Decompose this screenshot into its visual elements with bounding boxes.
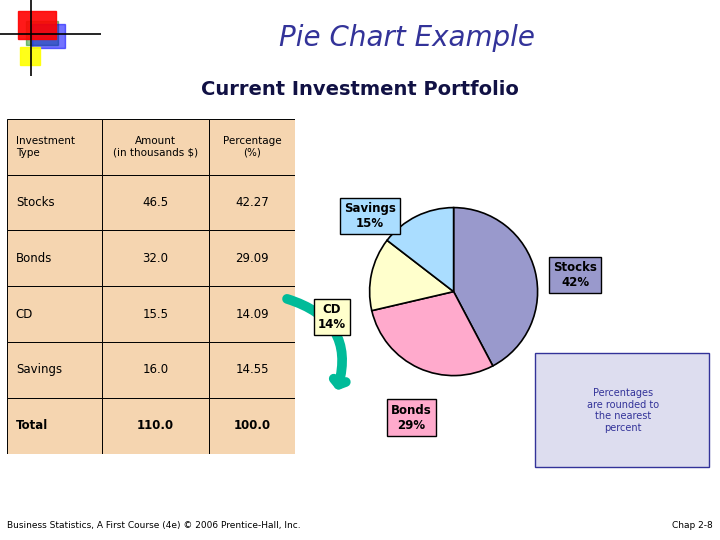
FancyBboxPatch shape	[209, 174, 295, 231]
Text: 42.27: 42.27	[235, 196, 269, 209]
FancyBboxPatch shape	[102, 342, 209, 398]
FancyBboxPatch shape	[102, 286, 209, 342]
Text: Stocks
42%: Stocks 42%	[554, 261, 598, 289]
Text: Current Investment Portfolio: Current Investment Portfolio	[201, 79, 519, 99]
FancyBboxPatch shape	[102, 174, 209, 231]
FancyBboxPatch shape	[102, 398, 209, 454]
Text: Chap 2-8: Chap 2-8	[672, 521, 713, 530]
Text: 16.0: 16.0	[143, 363, 168, 376]
Bar	[18, 11, 56, 39]
FancyBboxPatch shape	[7, 231, 102, 286]
Text: 32.0: 32.0	[143, 252, 168, 265]
FancyBboxPatch shape	[7, 286, 102, 342]
Wedge shape	[369, 240, 454, 310]
FancyBboxPatch shape	[7, 342, 102, 398]
FancyBboxPatch shape	[7, 398, 102, 454]
FancyBboxPatch shape	[209, 119, 295, 174]
Text: CD
14%: CD 14%	[318, 303, 346, 331]
Text: Bonds: Bonds	[16, 252, 53, 265]
FancyBboxPatch shape	[102, 231, 209, 286]
Text: 14.55: 14.55	[235, 363, 269, 376]
Text: Stocks: Stocks	[16, 196, 55, 209]
FancyBboxPatch shape	[534, 353, 709, 468]
Text: Bonds
29%: Bonds 29%	[391, 403, 432, 431]
Text: Total: Total	[16, 419, 48, 432]
Text: 29.09: 29.09	[235, 252, 269, 265]
Text: Investment
Type: Investment Type	[16, 136, 75, 158]
Bar	[32, 24, 65, 49]
Text: 15.5: 15.5	[143, 308, 168, 321]
Text: Business Statistics, A First Course (4e) © 2006 Prentice-Hall, Inc.: Business Statistics, A First Course (4e)…	[7, 521, 301, 530]
FancyArrowPatch shape	[287, 299, 346, 384]
Bar	[26, 21, 58, 45]
Bar	[20, 47, 40, 65]
Text: Amount
(in thousands $): Amount (in thousands $)	[113, 136, 198, 158]
Text: CD: CD	[16, 308, 33, 321]
FancyBboxPatch shape	[7, 174, 102, 231]
Text: 14.09: 14.09	[235, 308, 269, 321]
FancyBboxPatch shape	[209, 398, 295, 454]
FancyBboxPatch shape	[7, 119, 102, 174]
FancyBboxPatch shape	[209, 286, 295, 342]
FancyBboxPatch shape	[102, 119, 209, 174]
Text: Percentages
are rounded to
the nearest
percent: Percentages are rounded to the nearest p…	[587, 388, 659, 433]
FancyBboxPatch shape	[209, 231, 295, 286]
Text: 110.0: 110.0	[137, 419, 174, 432]
Text: Percentage
(%): Percentage (%)	[222, 136, 282, 158]
Text: Pie Chart Example: Pie Chart Example	[279, 24, 535, 52]
FancyBboxPatch shape	[209, 342, 295, 398]
Wedge shape	[387, 207, 454, 292]
Text: Savings: Savings	[16, 363, 62, 376]
Wedge shape	[372, 292, 492, 376]
Text: 46.5: 46.5	[143, 196, 168, 209]
Text: Savings
15%: Savings 15%	[343, 202, 395, 230]
Text: 100.0: 100.0	[233, 419, 271, 432]
Wedge shape	[454, 207, 538, 366]
